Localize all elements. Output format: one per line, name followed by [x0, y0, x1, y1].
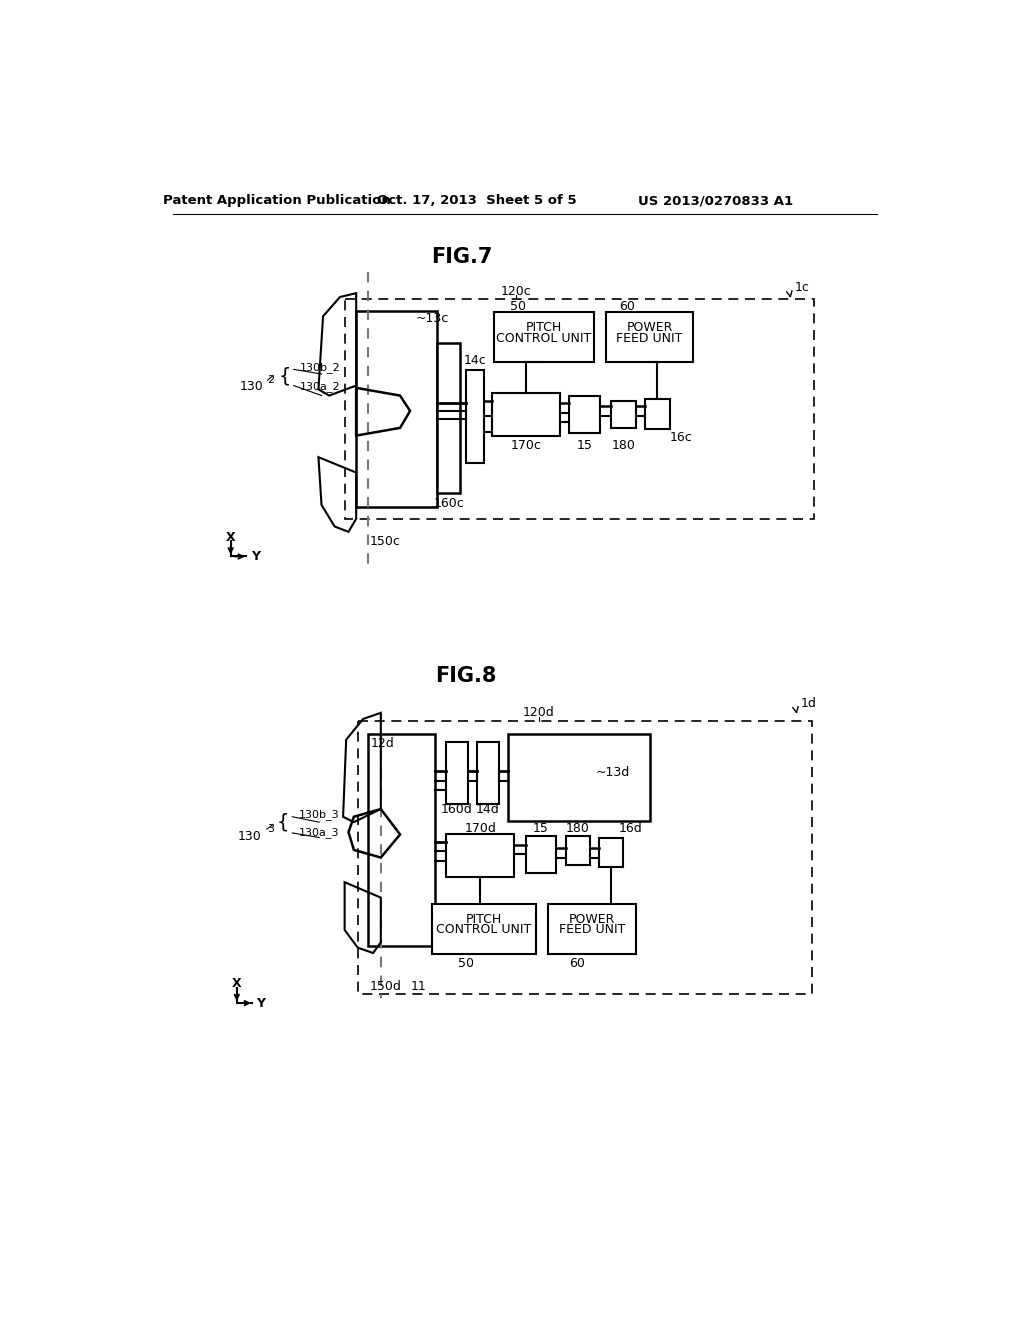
Text: CONTROL UNIT: CONTROL UNIT	[497, 333, 592, 345]
Bar	[599, 837, 624, 867]
Text: 130: 130	[240, 380, 263, 393]
Text: 170d: 170d	[464, 822, 496, 834]
Text: 160d: 160d	[441, 803, 473, 816]
Text: 16d: 16d	[618, 822, 642, 834]
Bar	[565, 836, 590, 866]
Text: Oct. 17, 2013  Sheet 5 of 5: Oct. 17, 2013 Sheet 5 of 5	[377, 194, 577, 207]
Text: 14d: 14d	[476, 803, 500, 816]
Text: Y: Y	[251, 550, 260, 564]
Bar	[494, 313, 594, 363]
Text: 120d: 120d	[523, 706, 555, 719]
Bar	[466, 370, 484, 462]
Text: {: {	[279, 367, 291, 385]
Text: 15: 15	[577, 440, 593, 453]
Bar	[357, 721, 812, 994]
Text: 180: 180	[611, 440, 635, 453]
Bar	[432, 904, 537, 954]
Text: Y: Y	[256, 997, 265, 1010]
Text: 130a_2: 130a_2	[300, 381, 341, 392]
Text: 180: 180	[566, 822, 590, 834]
Text: POWER: POWER	[568, 912, 615, 925]
Text: ~13c: ~13c	[416, 312, 449, 325]
Bar	[368, 734, 435, 946]
Text: FIG.7: FIG.7	[431, 247, 493, 267]
Text: 170c: 170c	[511, 440, 542, 453]
Text: 2: 2	[267, 375, 274, 385]
Text: 1c: 1c	[795, 281, 809, 294]
Text: 50: 50	[510, 300, 526, 313]
Text: CONTROL UNIT: CONTROL UNIT	[436, 924, 531, 936]
Bar	[493, 393, 560, 436]
Bar	[526, 836, 556, 873]
Text: POWER: POWER	[627, 321, 673, 334]
Text: 14c: 14c	[464, 354, 486, 367]
Text: Patent Application Publication: Patent Application Publication	[163, 194, 391, 207]
Text: 11: 11	[411, 979, 427, 993]
Bar	[606, 313, 692, 363]
Text: 60: 60	[620, 300, 635, 313]
Bar	[446, 834, 514, 876]
Text: 50: 50	[458, 957, 473, 970]
Text: 1d: 1d	[801, 697, 816, 710]
Bar	[548, 904, 637, 954]
Text: X: X	[226, 531, 236, 544]
Text: PITCH: PITCH	[466, 912, 502, 925]
Text: 150d: 150d	[370, 979, 401, 993]
Text: 60: 60	[569, 957, 585, 970]
Bar	[446, 742, 468, 804]
Bar	[437, 343, 460, 494]
Text: 160c: 160c	[433, 496, 464, 510]
Text: 130b_2: 130b_2	[300, 363, 341, 374]
Text: 130a_3: 130a_3	[298, 828, 339, 838]
Text: 130: 130	[238, 829, 261, 842]
Bar	[508, 734, 650, 821]
Bar	[345, 300, 814, 519]
Text: US 2013/0270833 A1: US 2013/0270833 A1	[638, 194, 794, 207]
Bar	[356, 312, 437, 507]
Text: 150c: 150c	[370, 536, 400, 548]
Bar	[569, 396, 600, 433]
Bar	[477, 742, 499, 804]
Bar	[611, 401, 636, 428]
Text: X: X	[232, 977, 242, 990]
Text: FEED UNIT: FEED UNIT	[559, 924, 625, 936]
Text: ~13d: ~13d	[595, 767, 630, 779]
Bar	[645, 400, 670, 429]
Text: PITCH: PITCH	[526, 321, 562, 334]
Text: 130b_3: 130b_3	[298, 809, 339, 820]
Text: 3: 3	[267, 824, 273, 834]
Text: 12d: 12d	[371, 737, 394, 750]
Text: {: {	[276, 813, 289, 832]
Text: FIG.8: FIG.8	[435, 665, 497, 686]
Text: 120c: 120c	[500, 285, 530, 298]
Text: 15: 15	[534, 822, 549, 834]
Text: 16c: 16c	[670, 430, 692, 444]
Text: FEED UNIT: FEED UNIT	[616, 333, 683, 345]
